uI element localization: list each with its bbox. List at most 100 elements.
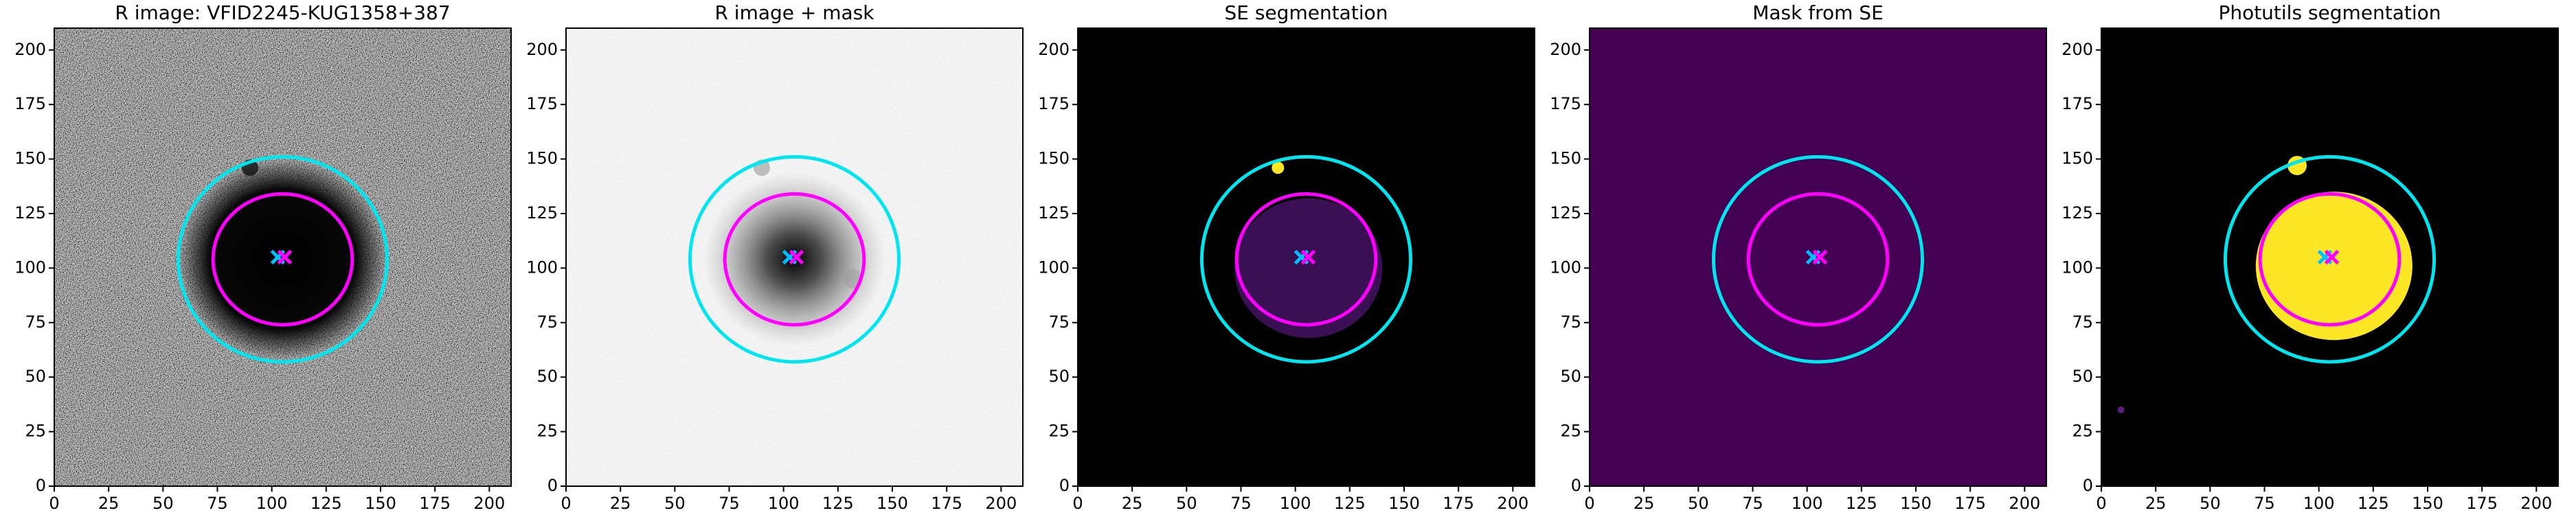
x-tick-label: 175: [1443, 494, 1474, 513]
x-tick-label: 0: [1072, 494, 1083, 513]
x-tick-label: 0: [49, 494, 59, 513]
x-tick-label: 200: [473, 494, 505, 513]
y-tick-label: 0: [2083, 476, 2093, 495]
y-tick-label: 75: [25, 312, 46, 332]
axes-frame: [1077, 27, 1535, 487]
image: [2101, 28, 2558, 486]
inner-ellipse: [1746, 192, 1890, 327]
panel-title: R image: VFID2245-KUG1358+387: [115, 1, 450, 24]
y-tick-label: 200: [2061, 40, 2093, 59]
center-marker: [1812, 249, 1828, 265]
axes-frame: [565, 27, 1024, 487]
x-tick-label: 175: [1954, 494, 1986, 513]
outer-ellipse: [688, 154, 901, 364]
y-tick-label: 200: [1038, 40, 1070, 59]
panel: Photutils segmentation 0 25 50 75 100 125 150 17…: [2061, 1, 2559, 513]
x-tick-label: 75: [207, 494, 228, 513]
inner-ellipse: [2258, 192, 2402, 327]
y-tick-label: 100: [2061, 258, 2093, 277]
y-tick-label: 125: [14, 203, 46, 222]
segment: [1234, 198, 1383, 339]
x-tick-label: 175: [419, 494, 451, 513]
y-tick-label: 50: [25, 367, 46, 386]
outer-ellipse: [2224, 154, 2436, 364]
segment: [2117, 406, 2125, 413]
x-tick-label: 125: [2358, 494, 2389, 513]
panel-title: Photutils segmentation: [2218, 1, 2441, 24]
y-tick-label: 25: [1560, 422, 1581, 441]
y-tick-label: 100: [14, 258, 46, 277]
panel: R image + mask 0 25 50 75 100 125 150 175 200 0 25 5…: [526, 1, 1024, 513]
x-tick-label: 125: [1846, 494, 1877, 513]
y-tick-label: 125: [2061, 203, 2093, 222]
x-tick-label: 75: [1742, 494, 1763, 513]
image: [566, 28, 1023, 486]
y-tick-label: 50: [2072, 367, 2093, 386]
x-tick-label: 75: [719, 494, 740, 513]
y-tick-label: 25: [1048, 422, 1070, 441]
outer-ellipse: [177, 154, 389, 364]
y-tick-label: 75: [536, 312, 558, 332]
y-tick-label: 100: [1550, 258, 1581, 277]
y-tick-label: 200: [14, 40, 46, 59]
y-tick-label: 150: [1550, 149, 1581, 168]
x-tick-label: 100: [1792, 494, 1823, 513]
y-tick-label: 75: [1048, 312, 1070, 332]
x-tick-label: 100: [2303, 494, 2335, 513]
axes-frame: [54, 27, 512, 487]
x-tick-label: 25: [98, 494, 120, 513]
y-tick-label: 0: [1059, 476, 1070, 495]
x-tick-label: 150: [877, 494, 908, 513]
x-tick-label: 200: [2009, 494, 2040, 513]
x-tick-label: 50: [152, 494, 174, 513]
y-tick-label: 125: [1038, 203, 1070, 222]
x-tick-label: 100: [256, 494, 288, 513]
y-tick-label: 175: [1038, 94, 1070, 113]
x-tick-label: 150: [365, 494, 396, 513]
inner-ellipse: [211, 192, 354, 327]
segment: [1272, 161, 1285, 174]
x-tick-label: 25: [610, 494, 631, 513]
image: [54, 28, 511, 486]
y-tick-label: 175: [2061, 94, 2093, 113]
center-marker: [1300, 249, 1316, 265]
x-tick-label: 200: [2520, 494, 2552, 513]
y-tick-label: 25: [2072, 422, 2093, 441]
x-tick-label: 50: [1176, 494, 1197, 513]
y-tick-label: 0: [547, 476, 558, 495]
y-tick-label: 175: [14, 94, 46, 113]
x-tick-label: 200: [1497, 494, 1528, 513]
image: [1078, 28, 1535, 486]
center-marker: [277, 249, 293, 265]
y-tick-label: 150: [14, 149, 46, 168]
x-tick-label: 75: [2254, 494, 2275, 513]
y-tick-label: 150: [526, 149, 558, 168]
panel-title: Mask from SE: [1752, 1, 1884, 24]
x-tick-label: 150: [1900, 494, 1932, 513]
y-tick-label: 100: [1038, 258, 1070, 277]
x-tick-label: 125: [822, 494, 854, 513]
x-tick-label: 175: [2466, 494, 2498, 513]
panel: Mask from SE 0 25 50 75 100 125 150 175 200 0 25 50 7…: [1550, 1, 2047, 513]
x-tick-label: 50: [2200, 494, 2221, 513]
y-tick-label: 0: [1571, 476, 1581, 495]
inner-ellipse: [723, 192, 866, 327]
x-tick-label: 150: [2412, 494, 2443, 513]
y-tick-label: 75: [2072, 312, 2093, 332]
segment: [2255, 192, 2413, 341]
y-tick-label: 25: [25, 422, 46, 441]
x-tick-label: 150: [1388, 494, 1420, 513]
x-tick-label: 25: [2145, 494, 2167, 513]
y-tick-label: 175: [1550, 94, 1581, 113]
x-tick-label: 125: [310, 494, 342, 513]
center-marker: [789, 249, 804, 265]
x-tick-label: 0: [2096, 494, 2106, 513]
outer-ellipse: [1200, 154, 1412, 364]
panel: SE segmentation 0 25 50 75 100 125 150 175 200 0 25…: [1038, 1, 1535, 513]
y-tick-label: 150: [2061, 149, 2093, 168]
panel-title: R image + mask: [714, 1, 874, 24]
x-tick-label: 125: [1334, 494, 1366, 513]
panel: R image: VFID2245-KUG1358+387 0 25 50 75 100 1…: [14, 1, 512, 513]
